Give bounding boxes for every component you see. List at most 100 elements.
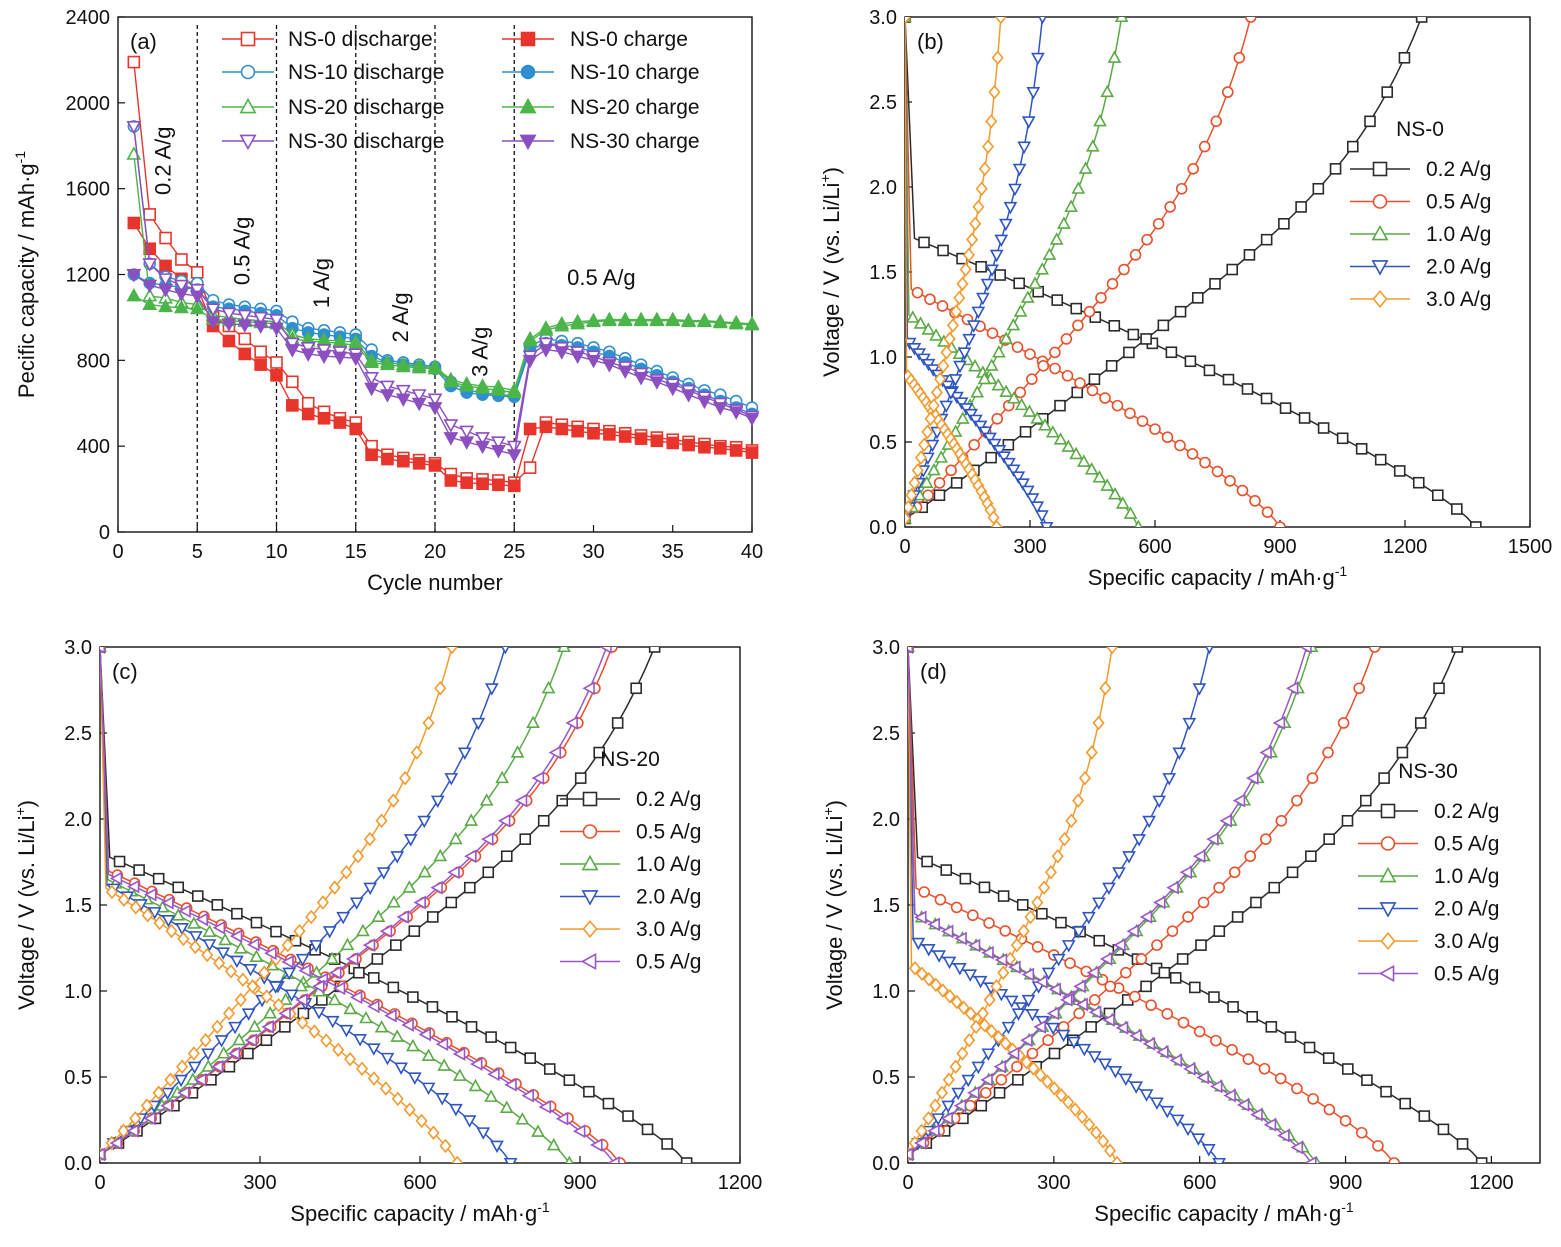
data-point — [293, 923, 306, 939]
data-point — [1020, 290, 1035, 303]
data-point — [522, 354, 538, 369]
data-point — [1055, 1088, 1068, 1103]
data-point — [1085, 745, 1098, 760]
data-point — [1088, 373, 1101, 385]
data-point — [1013, 277, 1025, 290]
data-point — [348, 352, 364, 367]
legend-entry: 0.2 A/g — [1350, 158, 1491, 181]
x-tick-label: 5 — [192, 541, 203, 563]
data-point — [281, 954, 294, 969]
legend-entry: NS-30 charge — [502, 130, 700, 153]
data-point — [1142, 815, 1156, 829]
legend-entry: NS-10 discharge — [222, 61, 444, 84]
data-point — [1053, 432, 1068, 445]
legend-label: 1.0 A/g — [636, 853, 701, 876]
series-ns-10-discharge — [127, 120, 759, 414]
data-point — [1139, 1089, 1154, 1102]
data-point — [993, 1087, 1006, 1099]
series-3-0-a-g — [908, 647, 1124, 1163]
data-point — [201, 1059, 216, 1072]
data-point — [995, 1074, 1008, 1086]
data-point — [1129, 990, 1141, 1003]
data-point — [1041, 1074, 1054, 1089]
data-point — [269, 314, 284, 328]
data-point — [943, 331, 956, 347]
data-point — [940, 924, 954, 939]
data-point — [1003, 201, 1018, 215]
data-point — [260, 1034, 273, 1047]
series-line — [133, 295, 753, 394]
series-1-0-a-g — [905, 17, 1143, 527]
data-point — [1114, 17, 1129, 23]
data-point — [1092, 470, 1107, 483]
data-point — [554, 318, 570, 332]
data-point — [1195, 939, 1207, 951]
data-point — [1115, 496, 1130, 509]
data-point — [1030, 411, 1045, 424]
data-point — [1175, 182, 1188, 195]
data-point — [1100, 84, 1115, 98]
data-point — [697, 313, 712, 328]
data-point — [587, 426, 600, 440]
x-tick-label: 25 — [503, 541, 525, 563]
data-point — [661, 1138, 673, 1150]
legend-label: 0.5 A/g — [1426, 191, 1491, 214]
y-axis-label: Voltage / V (vs. Li/Li+) — [817, 167, 844, 377]
data-point — [506, 440, 522, 455]
data-point — [1115, 1020, 1129, 1035]
data-point — [175, 923, 189, 936]
data-point — [905, 487, 918, 503]
data-point — [396, 454, 410, 468]
data-point — [936, 300, 949, 312]
data-point — [919, 475, 934, 488]
series-2-0-a-g — [908, 647, 1226, 1163]
data-point — [1260, 233, 1273, 246]
data-point — [1085, 139, 1100, 152]
data-point — [515, 1112, 530, 1125]
data-point — [205, 316, 221, 330]
data-point — [1013, 304, 1028, 317]
data-point — [1034, 1067, 1047, 1083]
data-point — [1260, 833, 1272, 845]
data-point — [1002, 438, 1015, 451]
data-point — [471, 717, 486, 731]
data-point — [485, 1031, 497, 1043]
data-point — [915, 966, 928, 981]
data-point — [1006, 1046, 1020, 1061]
y-tick-label: 2.5 — [64, 723, 92, 745]
data-point — [142, 296, 158, 311]
data-point — [1031, 941, 1044, 953]
x-tick-label: 600 — [1183, 1172, 1216, 1194]
plot-area — [905, 17, 1482, 527]
data-point — [189, 284, 205, 298]
data-point — [427, 360, 443, 375]
data-point — [301, 407, 315, 421]
data-point — [380, 389, 395, 403]
data-point — [991, 50, 1004, 66]
data-point — [1306, 772, 1319, 784]
data-point — [1111, 399, 1124, 412]
data-point — [1118, 263, 1130, 276]
data-point — [1019, 426, 1032, 438]
data-point — [187, 1061, 202, 1075]
data-point — [967, 1085, 980, 1100]
data-point — [459, 378, 475, 392]
data-point — [1027, 1061, 1040, 1076]
data-point — [126, 287, 142, 302]
data-point — [1388, 1157, 1400, 1163]
data-point — [1021, 967, 1035, 982]
data-point — [510, 745, 525, 758]
series-0-2-a-g — [905, 17, 1482, 527]
data-point — [1008, 183, 1022, 197]
data-point — [1205, 647, 1214, 655]
data-point — [1049, 346, 1061, 359]
data-point — [1108, 1065, 1123, 1079]
legend-marker — [1380, 931, 1396, 951]
data-point — [362, 938, 376, 952]
data-point — [557, 647, 571, 653]
data-point — [390, 939, 402, 951]
data-point — [214, 1035, 229, 1048]
data-point — [1028, 276, 1042, 289]
data-point — [161, 895, 174, 910]
data-point — [1084, 462, 1099, 475]
